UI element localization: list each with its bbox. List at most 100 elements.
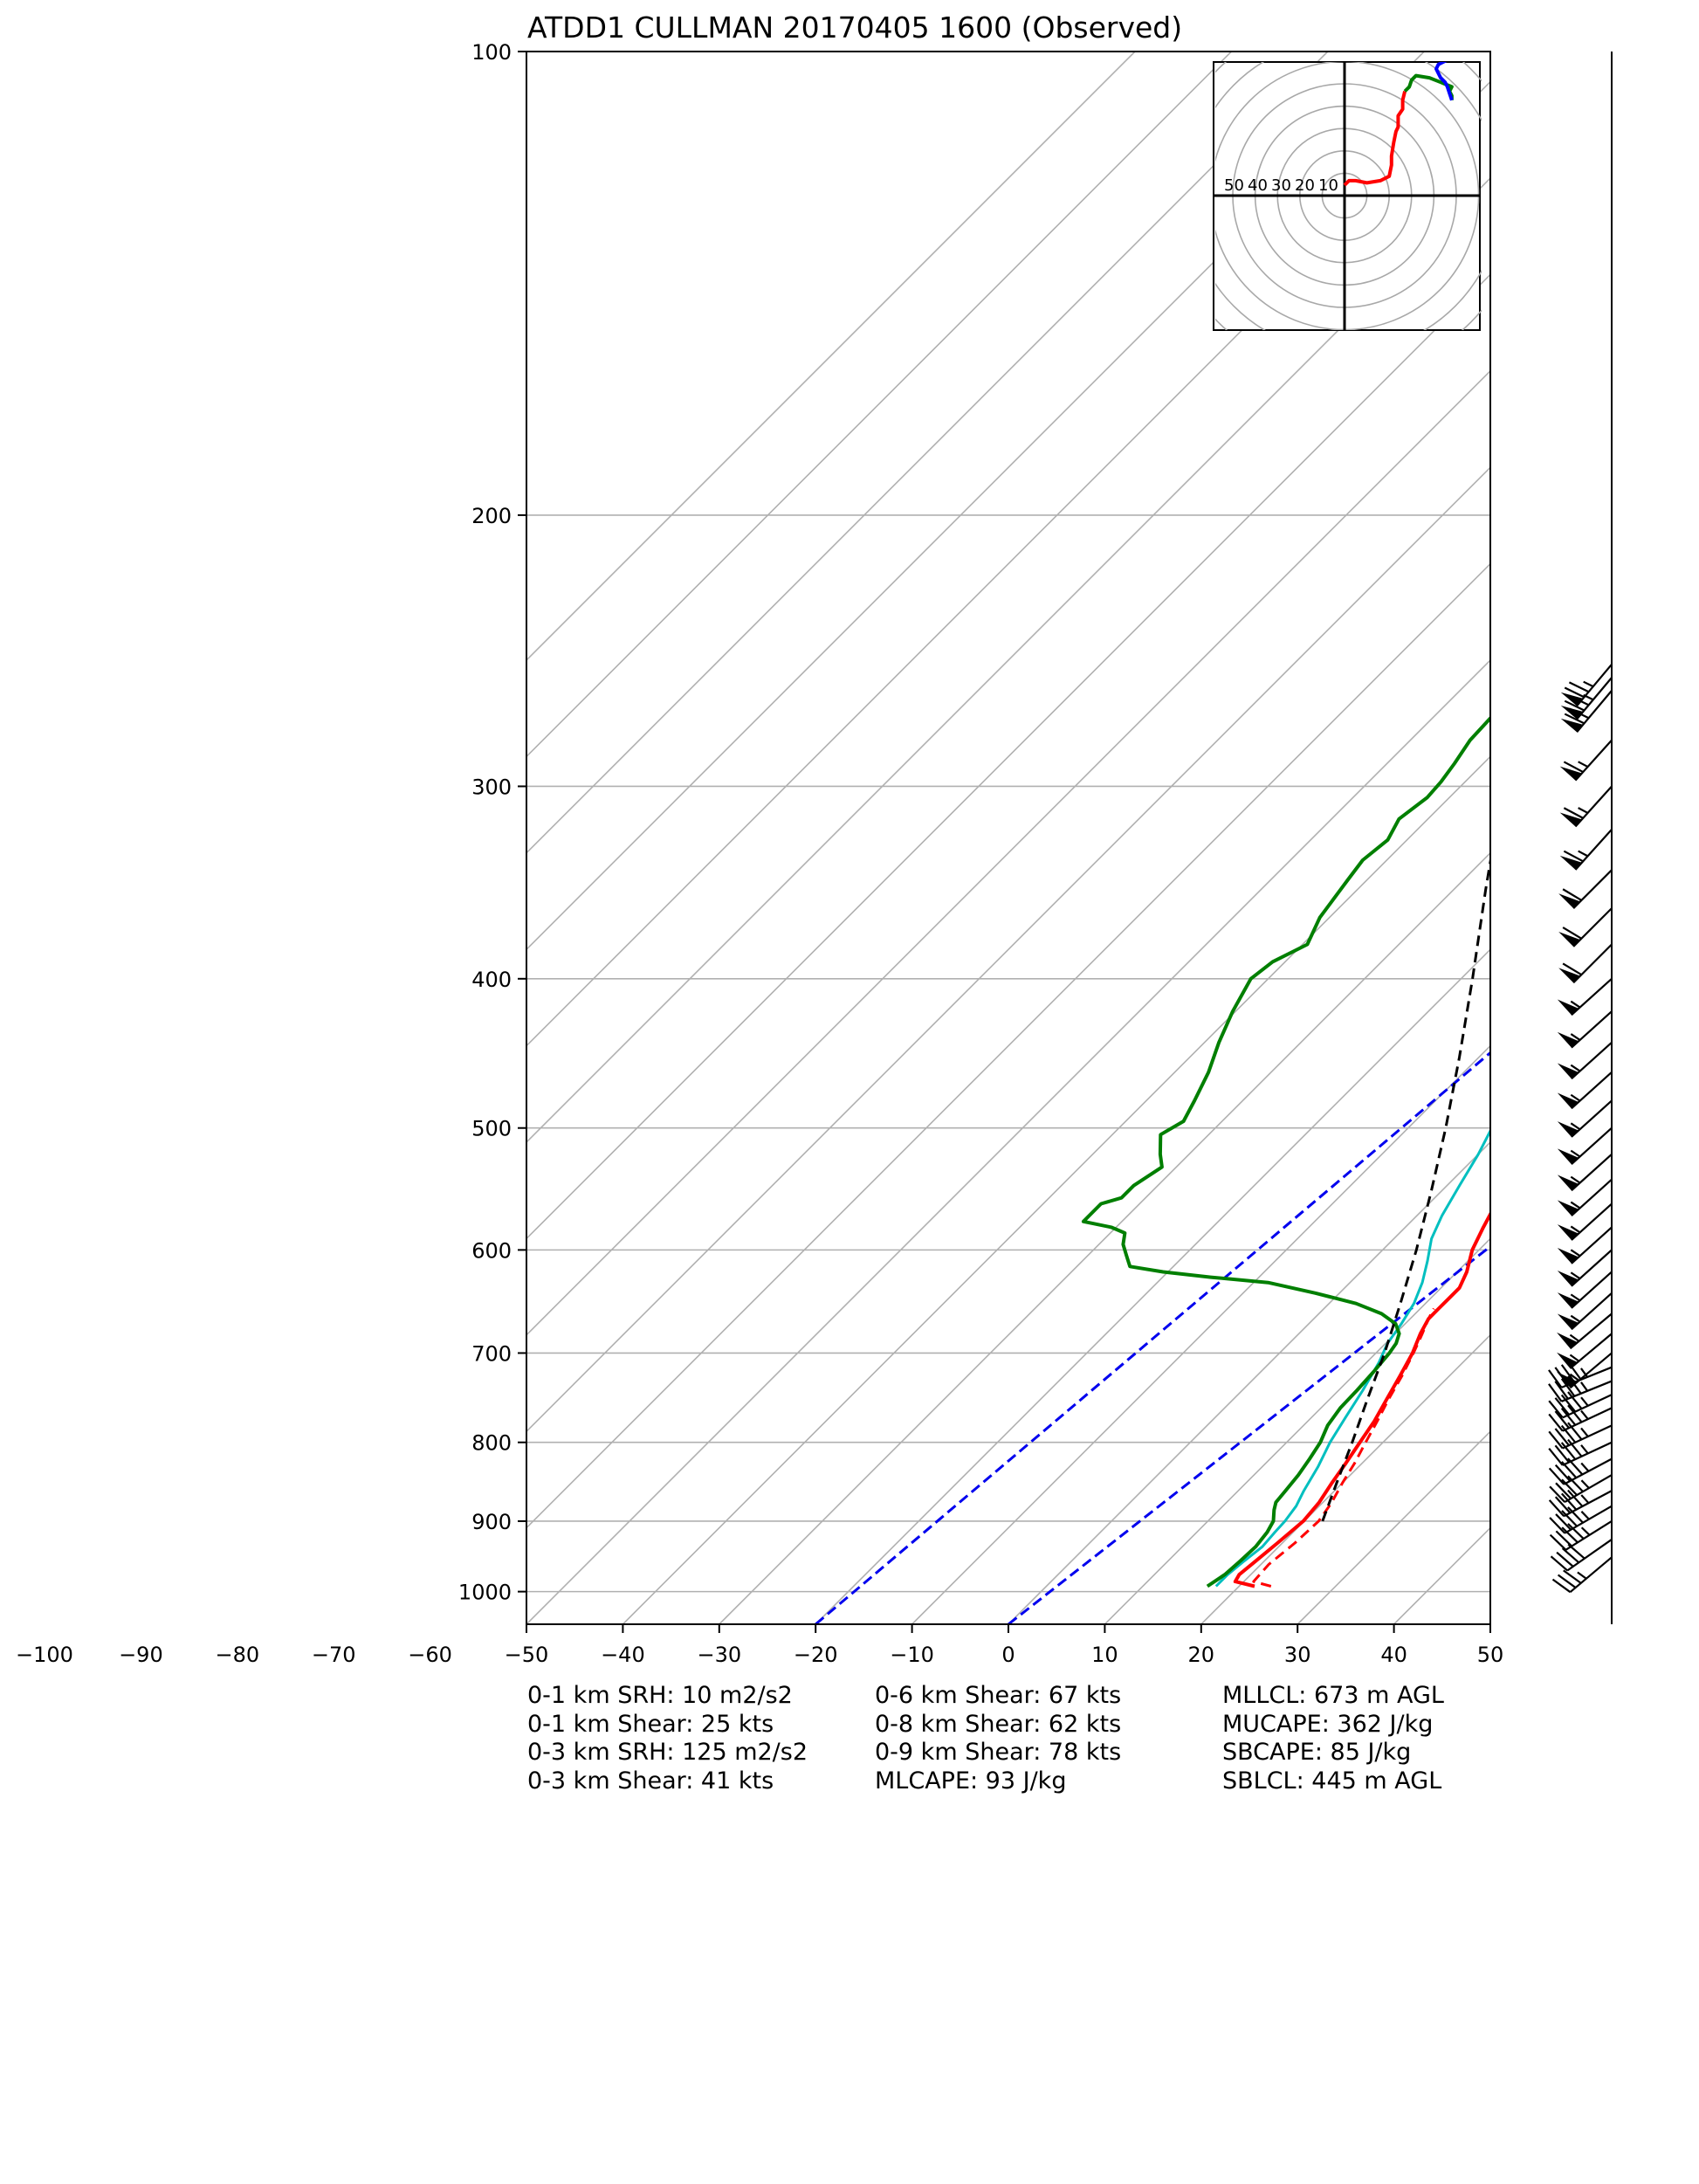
hodograph-trace-1 <box>1343 91 1407 187</box>
barb-full <box>1554 1444 1570 1464</box>
barb-flag <box>1557 1248 1579 1264</box>
barb-flag <box>1557 1148 1579 1165</box>
isotherm-line <box>622 755 1490 1624</box>
barb-full <box>1548 1413 1564 1432</box>
isotherm-line <box>526 52 1425 951</box>
hodograph-ring-label: 30 <box>1271 176 1291 195</box>
barb-shaft <box>1571 1271 1613 1309</box>
barb-full <box>1567 1438 1583 1457</box>
x-tick-label: 30 <box>1284 1643 1311 1667</box>
barb-half <box>1580 1396 1589 1407</box>
barb-full <box>1563 1569 1582 1584</box>
wind-barb <box>1549 1474 1613 1504</box>
hodograph-ring-label: 10 <box>1318 176 1338 195</box>
y-tick-label: 800 <box>471 1431 512 1456</box>
barb-flag <box>1558 931 1580 947</box>
barb-flag <box>1557 1200 1579 1216</box>
barb-half <box>1570 1149 1581 1158</box>
barb-half <box>1580 1494 1590 1504</box>
barb-half <box>1578 850 1589 858</box>
barb-shaft <box>1571 1010 1613 1049</box>
barb-flag <box>1557 1292 1579 1308</box>
isotherm-line <box>526 658 1490 1624</box>
wind-barb <box>1557 1352 1613 1389</box>
isotherm-line <box>526 52 1136 662</box>
series-line-3 <box>1214 1127 1490 1588</box>
stat-shear-0-1: 0-1 km Shear: 25 kts <box>527 1710 774 1738</box>
y-tick-label: 500 <box>471 1117 512 1141</box>
barb-flag <box>1557 1175 1579 1191</box>
barb-half <box>1570 1064 1581 1072</box>
wind-barbs <box>1548 52 1613 1624</box>
wind-barb <box>1557 1202 1613 1241</box>
wind-barb <box>1558 869 1613 909</box>
barb-full <box>1555 1530 1572 1547</box>
stats-col-3: MLLCL: 673 m AGL MUCAPE: 362 J/kg SBCAPE… <box>1222 1682 1444 1795</box>
wind-barb <box>1558 907 1613 947</box>
barb-shaft <box>1571 1099 1613 1138</box>
stat-sbcape: SBCAPE: 85 J/kg <box>1222 1739 1412 1766</box>
barb-full <box>1563 761 1584 774</box>
wind-barb <box>1548 1422 1613 1450</box>
x-tick-label: −60 <box>408 1643 452 1667</box>
barb-full <box>1548 1499 1565 1517</box>
isotherm-line <box>911 1044 1490 1624</box>
barb-full <box>1563 850 1584 863</box>
axis-layer: −100 −90 −80 −70 −60 −50 −40 −30 −20 −10 0 10 20 30 40… <box>16 40 1503 1667</box>
barb-flag <box>1559 766 1582 781</box>
barb-full <box>1560 1394 1577 1413</box>
barb-shaft <box>1571 1041 1613 1080</box>
barb-half <box>1580 1409 1589 1420</box>
wind-barb <box>1548 1391 1613 1419</box>
barb-flag <box>1557 1031 1579 1048</box>
x-tick-label: 10 <box>1091 1643 1118 1667</box>
stat-shear-0-6: 0-6 km Shear: 67 kts <box>875 1682 1122 1709</box>
barb-half <box>1580 1368 1589 1378</box>
isotherm-line <box>526 52 1329 854</box>
barb-full <box>1549 1485 1566 1503</box>
barb-full <box>1548 1383 1563 1402</box>
barb-half <box>1580 1511 1590 1520</box>
stats-col-1: 0-1 km SRH: 10 m2/s2 0-1 km Shear: 25 kt… <box>527 1682 808 1795</box>
stat-shear-0-8: 0-8 km Shear: 62 kts <box>875 1710 1122 1738</box>
stat-mlcape: MLCAPE: 93 J/kg <box>875 1767 1067 1795</box>
barb-full <box>1562 927 1582 940</box>
barb-half <box>1569 1354 1580 1362</box>
barb-full <box>1556 1551 1574 1567</box>
series-line-5 <box>1321 853 1490 1522</box>
wind-barb <box>1557 1099 1613 1138</box>
barb-shaft <box>1571 1292 1613 1331</box>
x-tick-label: 20 <box>1188 1643 1215 1667</box>
wind-barb <box>1557 1041 1613 1080</box>
hodograph-ring-label: 20 <box>1295 176 1315 195</box>
barb-shaft <box>1571 1153 1613 1192</box>
barb-shaft <box>1571 977 1613 1016</box>
isotherm-line <box>1104 1237 1490 1624</box>
barb-shaft <box>1571 1178 1613 1216</box>
x-tick-label: −90 <box>119 1643 163 1667</box>
barb-full <box>1564 699 1585 712</box>
barb-shaft <box>1576 690 1613 734</box>
barb-half <box>1570 1201 1581 1209</box>
isotherm-line <box>1200 1333 1490 1624</box>
series-line-1 <box>1233 1210 1490 1588</box>
wind-barb <box>1557 1312 1613 1350</box>
barb-half <box>1580 1427 1589 1437</box>
barb-full <box>1560 1442 1577 1460</box>
barb-shaft <box>1571 1071 1613 1110</box>
hodograph: 50 40 30 20 10 <box>1213 61 1482 331</box>
barb-half <box>1570 1225 1581 1234</box>
barb-full <box>1561 1478 1578 1496</box>
barb-half <box>1570 1000 1581 1009</box>
x-tick-label: 50 <box>1477 1643 1504 1667</box>
barb-half <box>1577 1571 1587 1580</box>
barb-full <box>1562 962 1582 976</box>
wind-barb <box>1548 1361 1613 1388</box>
isotherm-line <box>719 851 1490 1624</box>
series-line-4 <box>1081 715 1490 1588</box>
wind-barb <box>1557 1071 1613 1110</box>
y-tick-label: 1000 <box>458 1581 512 1605</box>
barb-full <box>1564 713 1585 725</box>
isotherm-line <box>1008 1140 1490 1624</box>
wind-barb <box>1557 1153 1613 1192</box>
